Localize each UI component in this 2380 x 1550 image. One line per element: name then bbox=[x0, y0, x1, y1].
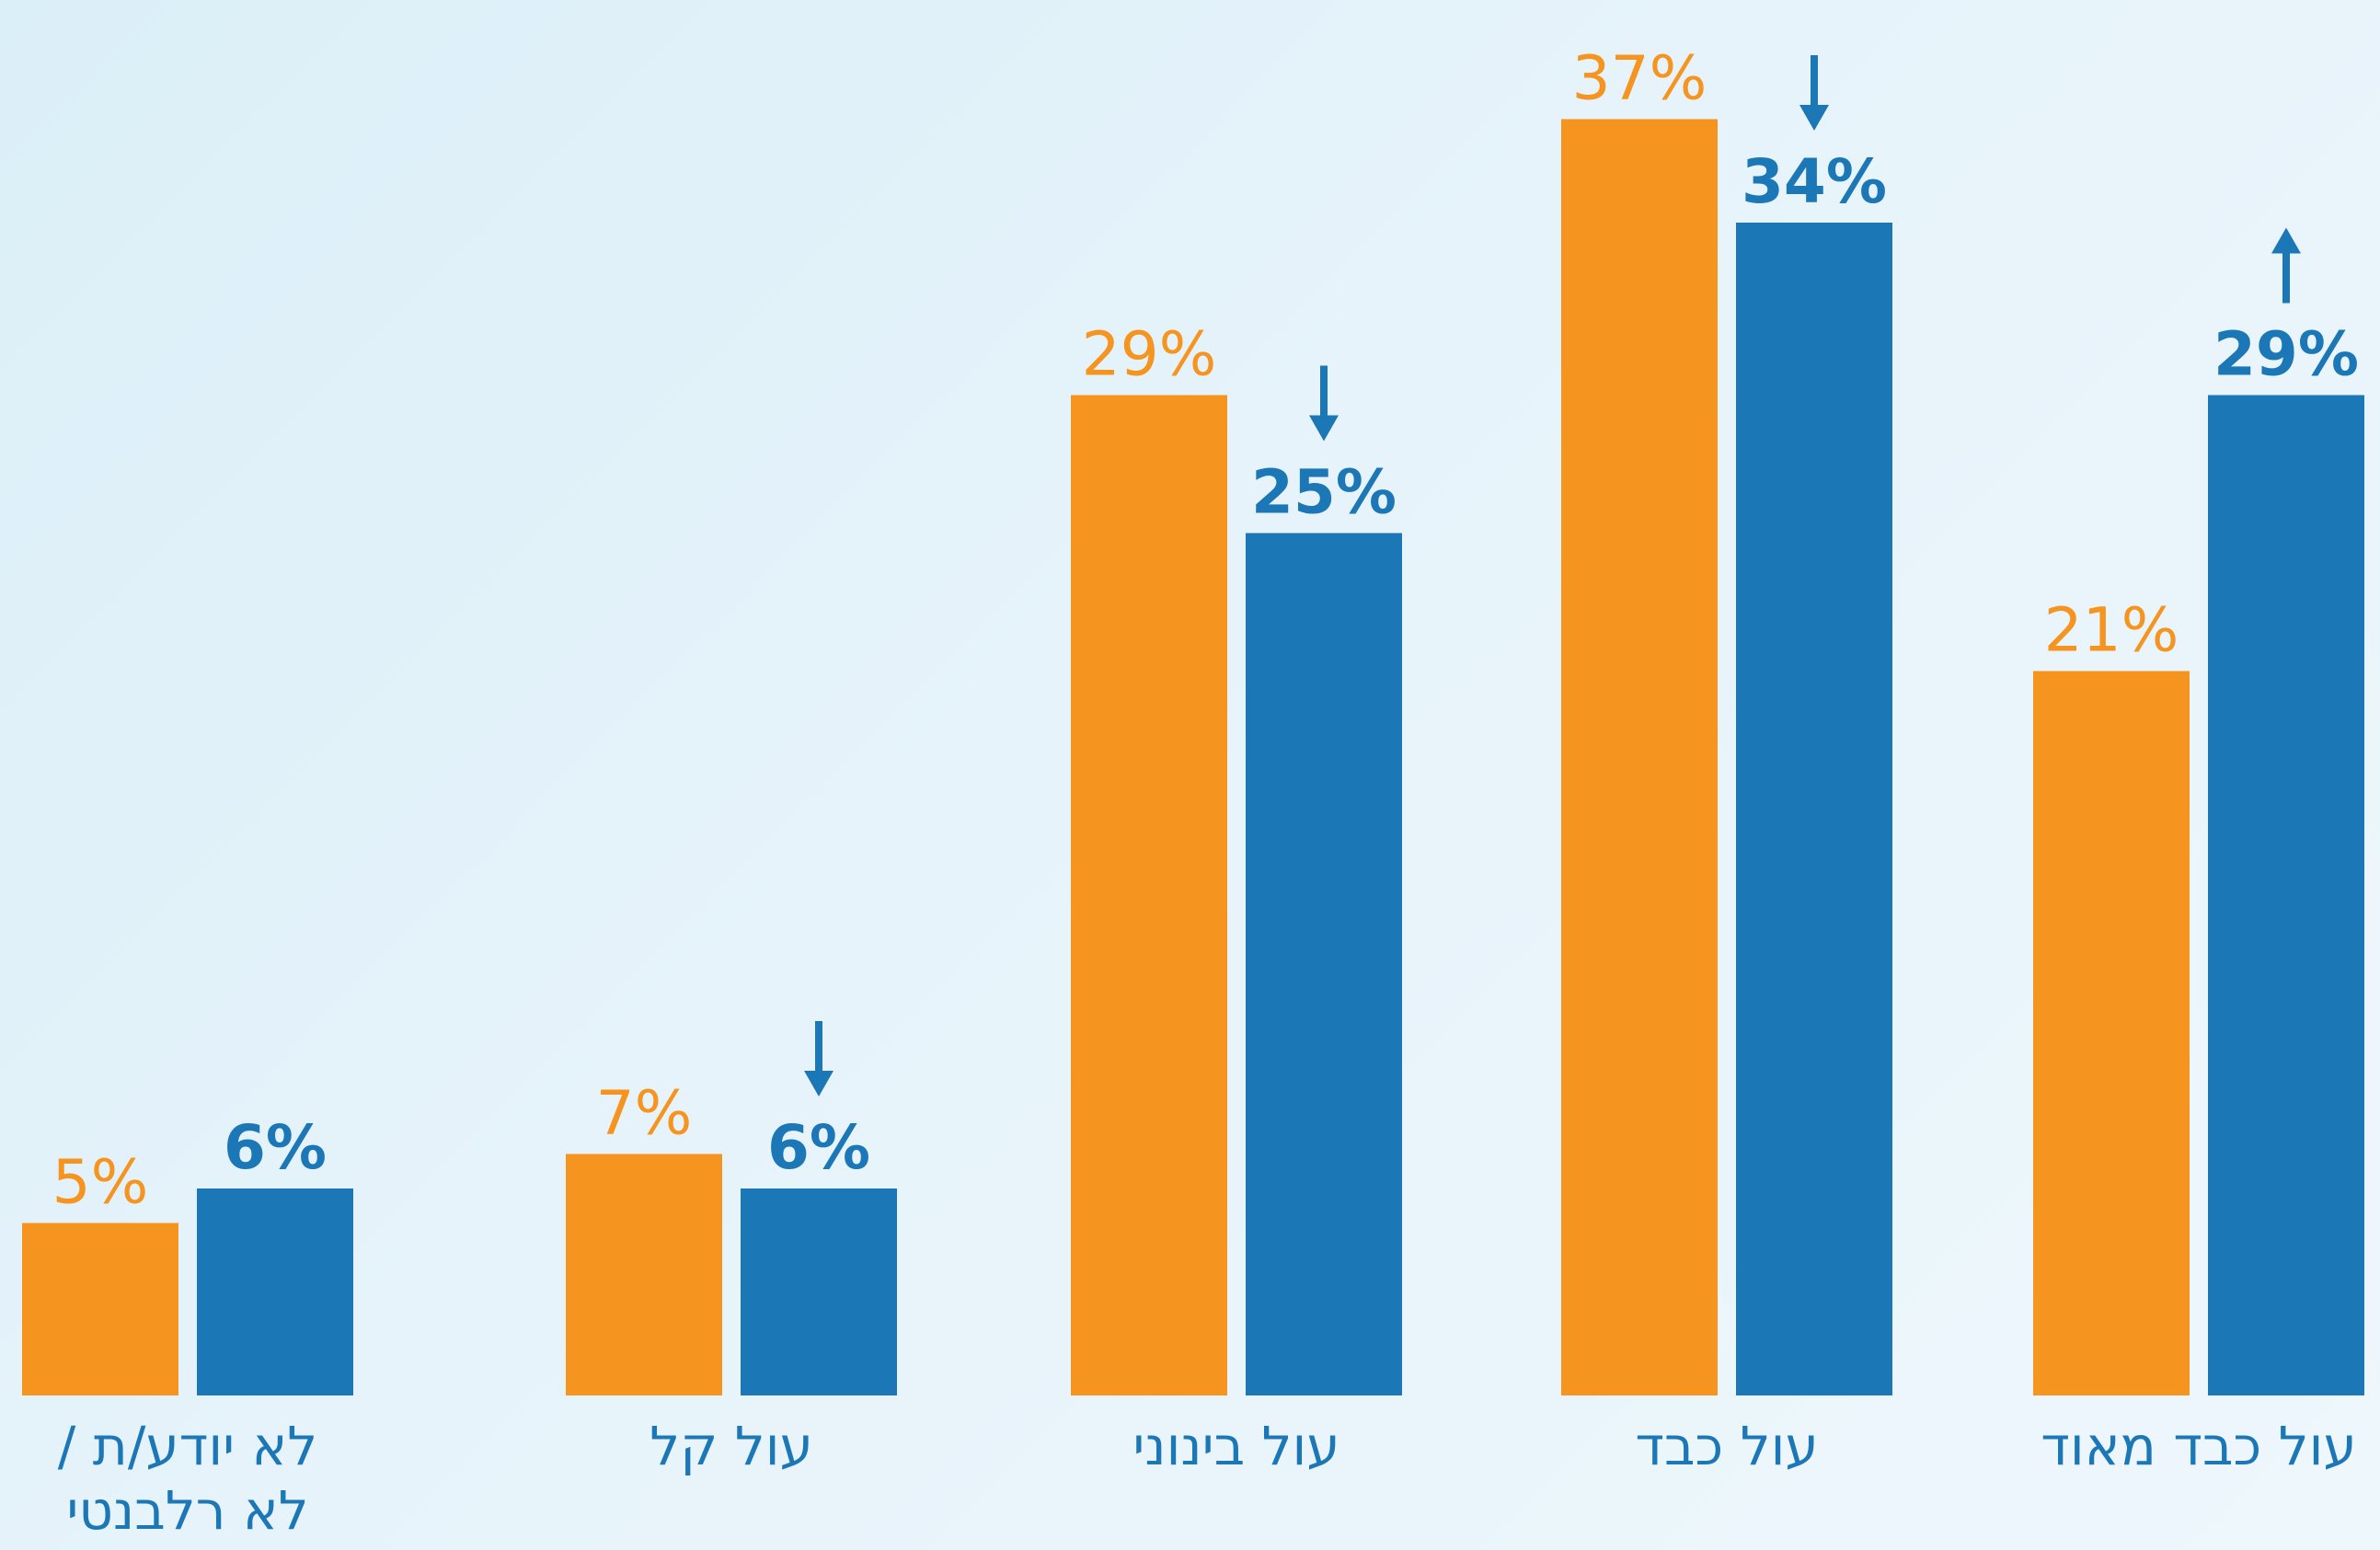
bar-orange bbox=[2033, 671, 2190, 1395]
arrow-head bbox=[1309, 415, 1339, 442]
data-label: 25% bbox=[1251, 457, 1397, 528]
bar-orange bbox=[566, 1154, 722, 1395]
bar-blue bbox=[2208, 395, 2364, 1395]
data-label: 6% bbox=[767, 1112, 870, 1183]
category-label: עול כבד bbox=[1635, 1415, 1818, 1477]
category-label: עול כבד מאוד bbox=[2041, 1415, 2356, 1477]
category-label: עול קל bbox=[650, 1415, 813, 1477]
arrow-head bbox=[1799, 105, 1829, 131]
up-arrow bbox=[2271, 227, 2301, 304]
bar-orange bbox=[1561, 119, 1718, 1395]
bar-group: 37% 34% עול כבד bbox=[1561, 43, 1892, 1477]
data-label: 7% bbox=[596, 1078, 693, 1149]
category-label: עול בינוני bbox=[1133, 1415, 1339, 1477]
data-label: 34% bbox=[1742, 146, 1887, 217]
bar-group: 7% 6% עול קל bbox=[566, 1021, 897, 1477]
down-arrow bbox=[804, 1021, 834, 1096]
arrow-head bbox=[2271, 227, 2301, 254]
bar-orange bbox=[22, 1223, 178, 1395]
bar-blue bbox=[741, 1188, 897, 1395]
data-label: 29% bbox=[2213, 319, 2359, 390]
down-arrow bbox=[1799, 55, 1829, 131]
bar-group: 5% 6% לא יודע/ת /לא רלבנטי bbox=[22, 1112, 353, 1542]
bar-group: 29% 25% עול בינוני bbox=[1071, 319, 1402, 1477]
bar-blue bbox=[1736, 223, 1892, 1395]
data-label: 21% bbox=[2044, 595, 2179, 666]
down-arrow bbox=[1309, 365, 1339, 442]
data-label: 6% bbox=[224, 1112, 327, 1183]
data-label: 29% bbox=[1082, 319, 1217, 390]
data-label: 37% bbox=[1572, 43, 1707, 114]
category-label: לא רלבנטי bbox=[66, 1479, 308, 1542]
category-label: לא יודע/ת / bbox=[58, 1415, 318, 1477]
bar-orange bbox=[1071, 395, 1227, 1395]
bar-blue bbox=[197, 1188, 353, 1395]
arrow-head bbox=[804, 1071, 834, 1096]
data-label: 5% bbox=[52, 1147, 149, 1218]
bar-blue bbox=[1246, 533, 1402, 1395]
bar-group: 21% 29% עול כבד מאוד bbox=[2033, 227, 2364, 1477]
